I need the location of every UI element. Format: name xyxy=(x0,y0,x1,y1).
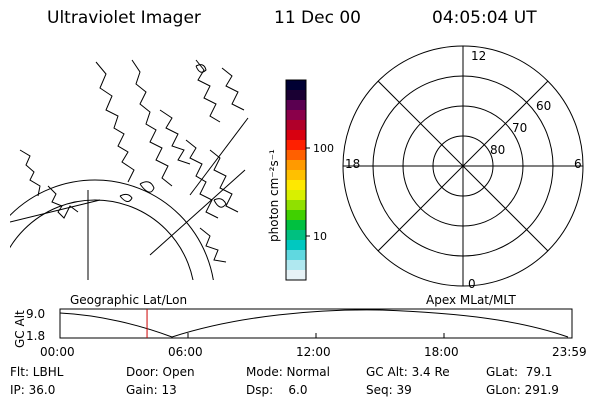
map-coastline xyxy=(159,109,191,165)
map-coastline xyxy=(19,149,41,197)
time-label: 04:05:04 UT xyxy=(432,8,537,28)
colorbar-strip xyxy=(286,220,306,231)
status-ip: IP: 36.0 xyxy=(10,383,56,397)
map-coastline xyxy=(185,139,219,219)
geographic-map xyxy=(10,59,249,280)
apex-title: Apex MLat/MLT xyxy=(426,293,516,307)
map-meridian-line xyxy=(189,117,249,196)
map-meridian-line xyxy=(10,199,101,223)
map-coastline xyxy=(199,227,227,263)
altitude-y-axis-label: GC Alt xyxy=(13,310,27,348)
map-coastline xyxy=(209,149,239,213)
polar-label-80: 80 xyxy=(490,143,505,157)
colorbar-strip xyxy=(286,250,306,261)
colorbar-strip xyxy=(286,240,306,251)
status-dsp: Dsp: 6.0 xyxy=(246,383,308,397)
polar-plot xyxy=(342,45,584,287)
status-filter: Flt: LBHL xyxy=(10,365,64,379)
map-island xyxy=(139,181,155,193)
x-tick-label: 06:00 xyxy=(168,345,203,359)
map-coastline xyxy=(95,61,135,183)
colorbar-strip xyxy=(286,200,306,211)
map-coastline xyxy=(195,59,221,123)
map-latitude-ring-inner xyxy=(10,199,194,280)
colorbar-unit-label: photon cm⁻²s⁻¹ xyxy=(267,149,281,242)
status-gain: Gain: 13 xyxy=(126,383,177,397)
status-seq: Seq: 39 xyxy=(366,383,412,397)
map-meridian-line xyxy=(149,169,246,256)
polar-label-70: 70 xyxy=(512,121,527,135)
colorbar-label-100: 100 xyxy=(313,142,334,155)
colorbar-strip xyxy=(286,260,306,271)
status-glon: GLon: 291.9 xyxy=(486,383,559,397)
colorbar-strip xyxy=(286,230,306,241)
map-coastline xyxy=(131,59,173,187)
colorbar-strip xyxy=(286,110,306,121)
x-tick-label: 12:00 xyxy=(296,345,331,359)
geographic-title: Geographic Lat/Lon xyxy=(70,293,188,307)
status-glat: GLat: 79.1 xyxy=(486,365,553,379)
x-tick-label: 18:00 xyxy=(424,345,459,359)
polar-axis-diagonal xyxy=(377,80,549,252)
colorbar-strip xyxy=(286,130,306,141)
polar-label-12: 12 xyxy=(471,49,486,63)
colorbar-strip xyxy=(286,190,306,201)
colorbar-strip xyxy=(286,160,306,171)
altitude-curve xyxy=(59,309,569,338)
colorbar-label-10: 10 xyxy=(313,230,327,243)
altitude-plot: GC Alt 9.0 1.8 xyxy=(13,307,573,348)
colorbar-strip xyxy=(286,270,306,281)
colorbar-strip xyxy=(286,210,306,221)
altitude-y-bottom: 1.8 xyxy=(26,329,45,343)
date-label: 11 Dec 00 xyxy=(274,8,361,28)
polar-label-60: 60 xyxy=(536,99,551,113)
altitude-y-top: 9.0 xyxy=(26,307,45,321)
polar-label-18: 18 xyxy=(345,157,360,171)
colorbar-strip xyxy=(286,90,306,101)
colorbar: 100 10 photon cm⁻²s⁻¹ xyxy=(267,79,334,281)
status-mode: Mode: Normal xyxy=(246,365,330,379)
x-tick-label: 23:59 xyxy=(552,345,587,359)
colorbar-strip xyxy=(286,100,306,111)
status-door: Door: Open xyxy=(126,365,195,379)
map-island xyxy=(119,193,133,202)
map-coastline xyxy=(221,67,245,111)
colorbar-strip xyxy=(286,140,306,151)
colorbar-frame xyxy=(285,79,307,281)
colorbar-strip xyxy=(286,180,306,191)
map-island xyxy=(213,198,227,208)
map-latitude-ring-outer xyxy=(10,179,214,280)
colorbar-strip xyxy=(286,120,306,131)
map-island xyxy=(195,64,207,73)
colorbar-strip xyxy=(286,80,306,91)
colorbar-strip xyxy=(286,150,306,161)
colorbar-strip xyxy=(286,170,306,181)
page-title: Ultraviolet Imager xyxy=(47,8,201,28)
x-tick-label: 00:00 xyxy=(40,345,75,359)
map-coastline xyxy=(47,185,79,219)
polar-label-6: 6 xyxy=(574,157,582,171)
polar-label-0: 0 xyxy=(468,277,476,291)
status-gc-alt: GC Alt: 3.4 Re xyxy=(366,365,450,379)
